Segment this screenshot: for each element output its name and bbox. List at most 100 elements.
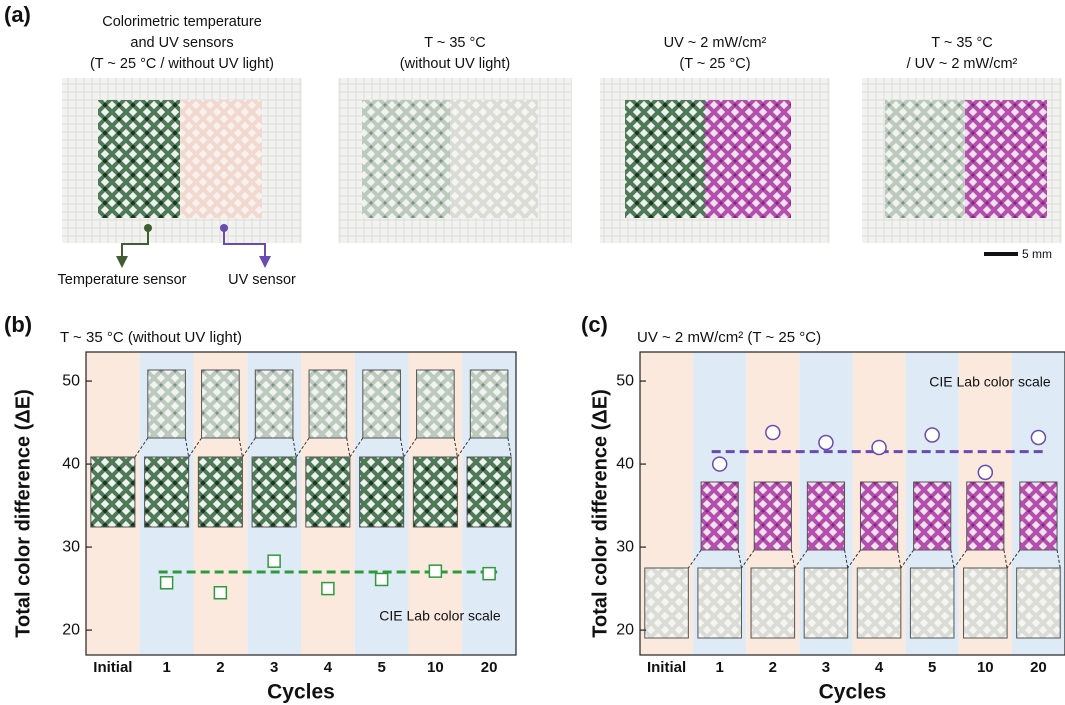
inset-connector [238,437,243,458]
inset-connector [794,549,808,569]
x-tick-label: 1 [162,659,170,676]
chart-title: T ~ 35 °C (without UV light) [60,329,242,346]
chart-title: UV ~ 2 mW/cm² (T ~ 25 °C) [637,329,821,346]
y-tick-label: 50 [62,372,80,389]
inset-photo [308,369,348,439]
marker [765,424,781,441]
plot-frame [85,351,517,656]
photo [338,78,572,243]
photo [62,78,302,243]
inset-photo [305,456,351,528]
y-tick-label: 20 [62,621,80,638]
inset-connector [790,549,796,569]
marker [482,566,496,581]
inset-photo [1019,481,1058,551]
inset-photo [147,369,186,439]
inset-photo [700,481,739,551]
scale-bar-label: 5 mm [1022,247,1052,261]
inset-connector [399,437,405,458]
inset-connector [687,549,702,569]
caption: and UV sensors [130,35,233,51]
inset-connector [953,549,968,569]
inset-photo [466,456,512,528]
marker [871,439,887,456]
caption: (T ~ 25 °C / without UV light) [90,56,274,72]
caption: UV ~ 2 mW/cm² [664,35,767,51]
inset-photo [416,369,455,439]
caption: T ~ 35 °C [424,35,486,51]
y-tick-label: 20 [616,621,634,638]
x-tick-label: 3 [822,659,830,676]
x-tick-label: 1 [716,659,724,676]
x-axis-label: Cycles [267,681,335,704]
marker [267,554,281,568]
inset-connector [403,437,417,458]
inset-connector [737,549,742,569]
y-tick-label: 40 [616,455,634,472]
x-tick-label: 20 [481,659,498,676]
inset-photo [859,481,899,551]
panel-label: (b) [4,312,32,337]
inset-photo [750,567,796,639]
panel-label: (a) [4,2,31,27]
y-tick-label: 30 [616,538,634,555]
inset-photo [254,369,294,439]
inset-photo [144,456,190,528]
x-tick-label: 4 [875,659,884,676]
marker [1030,429,1047,446]
inset-connector [950,549,955,569]
inset-connector [453,437,458,458]
inset-photo [909,567,955,639]
marker [818,434,834,451]
caption: (without UV light) [400,56,510,72]
x-tick-label: 2 [769,659,777,676]
plot-frame [639,351,1065,656]
x-tick-label: Initial [93,659,132,676]
marker [159,576,174,590]
inset-photo [359,456,405,528]
inset-photo [806,481,846,551]
inset-photo [966,481,1005,551]
marker [711,456,728,472]
inset-photo [697,567,742,639]
x-tick-label: 20 [1030,659,1047,676]
callout [116,224,271,268]
marker [977,464,994,481]
inset-photo [963,567,1008,639]
callout-label: Temperature sensor [58,272,187,288]
inset-photo [412,456,458,528]
x-tick-label: Initial [647,659,686,676]
x-tick-label: 2 [216,659,224,676]
inset-photo [197,456,243,528]
inset-photo [362,369,401,439]
inset-photo [201,369,240,439]
marker [321,581,335,596]
inset-connector [897,549,902,569]
inset-photo [251,456,297,528]
inset-connector [188,437,202,458]
inset-photo [90,456,136,528]
marker [428,564,443,578]
marker [924,427,940,443]
y-axis-label: Total color difference (ΔE) [12,389,34,637]
photo [600,78,830,243]
inset-photo [803,567,849,639]
marker [213,585,228,600]
inset-connector [1003,549,1008,569]
annotation: CIE Lab color scale [379,608,501,624]
x-tick-label: 3 [270,659,278,676]
panel-label: (c) [581,312,608,337]
inset-connector [844,549,849,569]
inset-connector [295,437,310,458]
caption: Colorimetric temperature [102,14,262,30]
x-tick-label: 10 [977,659,994,676]
inset-connector [134,437,149,458]
inset-photo [469,369,509,439]
x-tick-label: 5 [928,659,936,676]
inset-connector [184,437,190,458]
inset-connector [292,437,297,458]
inset-connector [241,437,256,458]
caption: T ~ 35 °C [931,35,993,51]
